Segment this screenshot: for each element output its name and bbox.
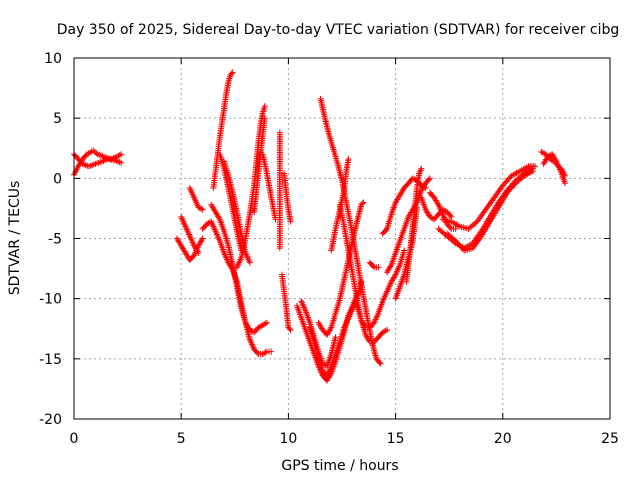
data-point <box>472 219 479 226</box>
data-point <box>359 200 366 207</box>
data-point <box>370 263 377 270</box>
tick-layer: 0 5 10 15 20 25 -20 -15 -10 -5 0 5 10 <box>39 51 619 447</box>
data-point <box>199 235 206 242</box>
data-point <box>228 70 235 77</box>
data-point <box>377 360 384 367</box>
x-tick-label: 20 <box>494 431 512 447</box>
data-track <box>439 163 538 232</box>
x-tick-label: 15 <box>387 431 405 447</box>
grid-layer <box>74 58 610 419</box>
data-point <box>198 205 205 212</box>
data-point <box>261 103 268 110</box>
data-point <box>561 180 568 187</box>
y-axis-title: SDTVAR / TECUs <box>7 181 23 296</box>
data-track <box>426 189 459 232</box>
data-point <box>382 327 389 334</box>
data-point <box>118 159 125 166</box>
data-track <box>208 201 270 336</box>
data-point <box>254 349 261 356</box>
data-point <box>447 212 454 219</box>
data-point <box>199 206 206 213</box>
x-tick-label: 10 <box>279 431 297 447</box>
data-track <box>173 235 206 264</box>
data-track <box>281 170 294 225</box>
y-tick-label: -15 <box>39 352 62 368</box>
data-track <box>444 168 536 254</box>
data-point <box>384 326 391 333</box>
data-track <box>540 151 568 187</box>
data-track <box>259 151 279 223</box>
data-point <box>195 249 202 256</box>
data-point <box>511 181 518 188</box>
y-tick-label: 10 <box>44 51 62 67</box>
data-point <box>229 69 236 76</box>
data-point <box>434 200 441 207</box>
data-point <box>375 264 382 271</box>
data-track <box>178 213 202 256</box>
data-point <box>246 259 253 266</box>
data-point <box>215 214 222 221</box>
data-point <box>401 247 408 254</box>
data-track <box>306 278 365 379</box>
data-point <box>263 319 270 326</box>
x-tick-label: 25 <box>601 431 619 447</box>
data-point <box>529 168 536 175</box>
data-point <box>391 273 398 280</box>
data-point <box>531 163 538 170</box>
y-tick-label: -10 <box>39 292 62 308</box>
data-point <box>387 263 394 270</box>
data-point <box>360 199 367 206</box>
data-track <box>278 271 294 333</box>
data-point <box>361 323 368 330</box>
data-track <box>186 184 206 213</box>
data-point <box>262 320 269 327</box>
data-point <box>287 218 294 225</box>
data-track <box>251 115 268 216</box>
data-track <box>366 259 382 271</box>
x-tick-label: 0 <box>70 431 79 447</box>
data-point <box>426 175 433 182</box>
data-point <box>286 325 293 332</box>
data-track <box>354 247 408 331</box>
data-point <box>418 165 425 172</box>
data-track <box>298 298 339 370</box>
data-track <box>210 69 236 191</box>
data-point <box>261 115 268 122</box>
data-point <box>519 174 526 181</box>
data-point <box>345 156 352 163</box>
data-point <box>451 236 458 243</box>
y-tick-label: -5 <box>48 232 62 248</box>
y-tick-label: 5 <box>53 111 62 127</box>
data-point <box>447 224 454 231</box>
data-point <box>198 236 205 243</box>
data-point <box>268 348 275 355</box>
data-point <box>382 227 389 234</box>
data-point <box>376 359 383 366</box>
data-point <box>287 326 294 333</box>
data-point <box>194 248 201 255</box>
data-layer <box>71 69 568 384</box>
data-point <box>118 151 125 158</box>
data-point <box>262 349 269 356</box>
data-point <box>552 157 559 164</box>
data-point <box>276 245 283 252</box>
data-point <box>332 334 339 341</box>
data-track <box>403 165 425 285</box>
chart-title: Day 350 of 2025, Sidereal Day-to-day VTE… <box>57 22 620 38</box>
data-point <box>425 176 432 183</box>
y-tick-label: -20 <box>39 412 62 428</box>
data-track <box>71 151 125 170</box>
x-tick-label: 5 <box>177 431 186 447</box>
y-tick-label: 0 <box>53 171 62 187</box>
x-axis-title: GPS time / hours <box>281 458 398 474</box>
data-point <box>452 225 459 232</box>
data-point <box>366 337 373 344</box>
data-point <box>93 150 100 157</box>
data-track <box>276 129 283 252</box>
data-point <box>116 152 123 159</box>
data-point <box>327 325 334 332</box>
